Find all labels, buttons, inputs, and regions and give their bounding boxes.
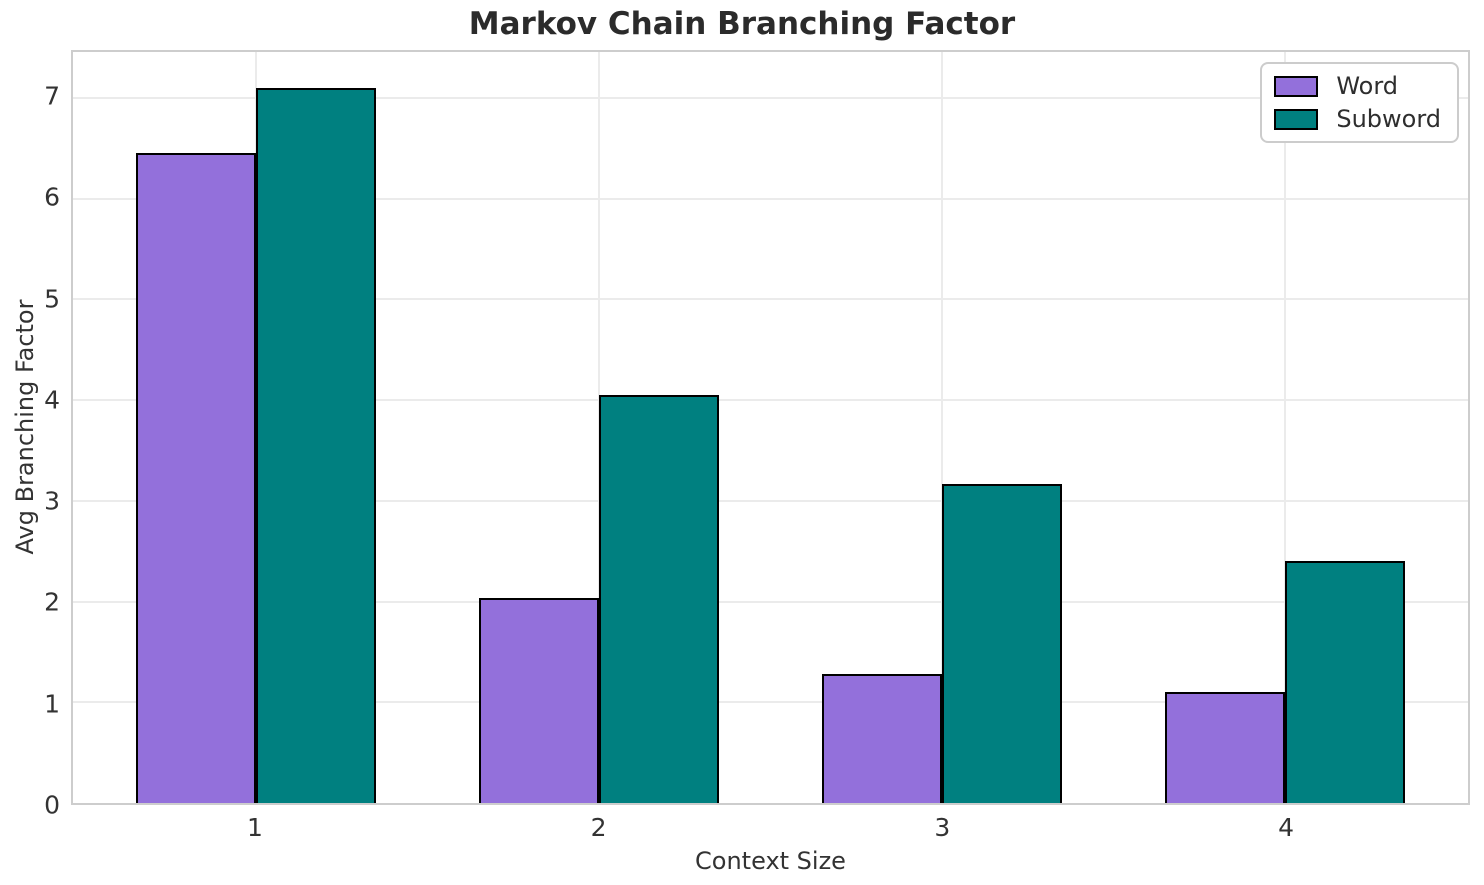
bar-subword-x2	[599, 395, 720, 803]
legend-label-subword: Subword	[1336, 105, 1441, 133]
v-gridline-3	[940, 52, 943, 803]
ytick-label-7: 7	[44, 81, 60, 111]
y-axis-ticks: 0 1 2 3 4 5 6 7	[0, 50, 60, 818]
bar-subword-x1	[256, 87, 377, 803]
h-gridline-5	[73, 298, 1468, 301]
ytick-label-5: 5	[44, 284, 60, 314]
xtick-label-1: 1	[246, 813, 263, 842]
xtick-label-4: 4	[1278, 813, 1295, 842]
plot-area: Word Subword	[71, 50, 1470, 805]
legend-label-word: Word	[1336, 72, 1399, 100]
legend-item-subword: Subword	[1274, 107, 1441, 131]
h-gridline-6	[73, 197, 1468, 200]
legend-item-word: Word	[1274, 74, 1441, 98]
bar-subword-x4	[1284, 561, 1405, 803]
bar-word-x1	[136, 153, 257, 803]
ytick-label-2: 2	[44, 587, 60, 617]
bar-word-x3	[821, 674, 942, 803]
bar-word-x2	[479, 597, 600, 803]
h-gridline-3	[73, 499, 1468, 502]
ytick-label-4: 4	[44, 385, 60, 415]
ytick-label-6: 6	[44, 182, 60, 212]
bar-word-x4	[1164, 692, 1285, 803]
x-axis-label: Context Size	[695, 847, 846, 875]
h-gridline-7	[73, 96, 1468, 99]
chart-title: Markov Chain Branching Factor	[468, 6, 1016, 42]
xtick-label-3: 3	[934, 813, 951, 842]
xtick-label-2: 2	[590, 813, 607, 842]
ytick-label-3: 3	[44, 486, 60, 516]
legend: Word Subword	[1260, 62, 1459, 143]
ytick-label-1: 1	[44, 689, 60, 719]
x-axis-ticks: 1 2 3 4	[71, 815, 1470, 845]
legend-swatch-word	[1274, 75, 1319, 97]
h-gridline-4	[73, 399, 1468, 402]
h-gridline-1	[73, 701, 1468, 704]
bar-subword-x3	[941, 483, 1062, 803]
ytick-label-0: 0	[44, 790, 60, 820]
legend-swatch-subword	[1274, 108, 1319, 130]
h-gridline-2	[73, 600, 1468, 603]
v-gridline-4	[1283, 52, 1286, 803]
